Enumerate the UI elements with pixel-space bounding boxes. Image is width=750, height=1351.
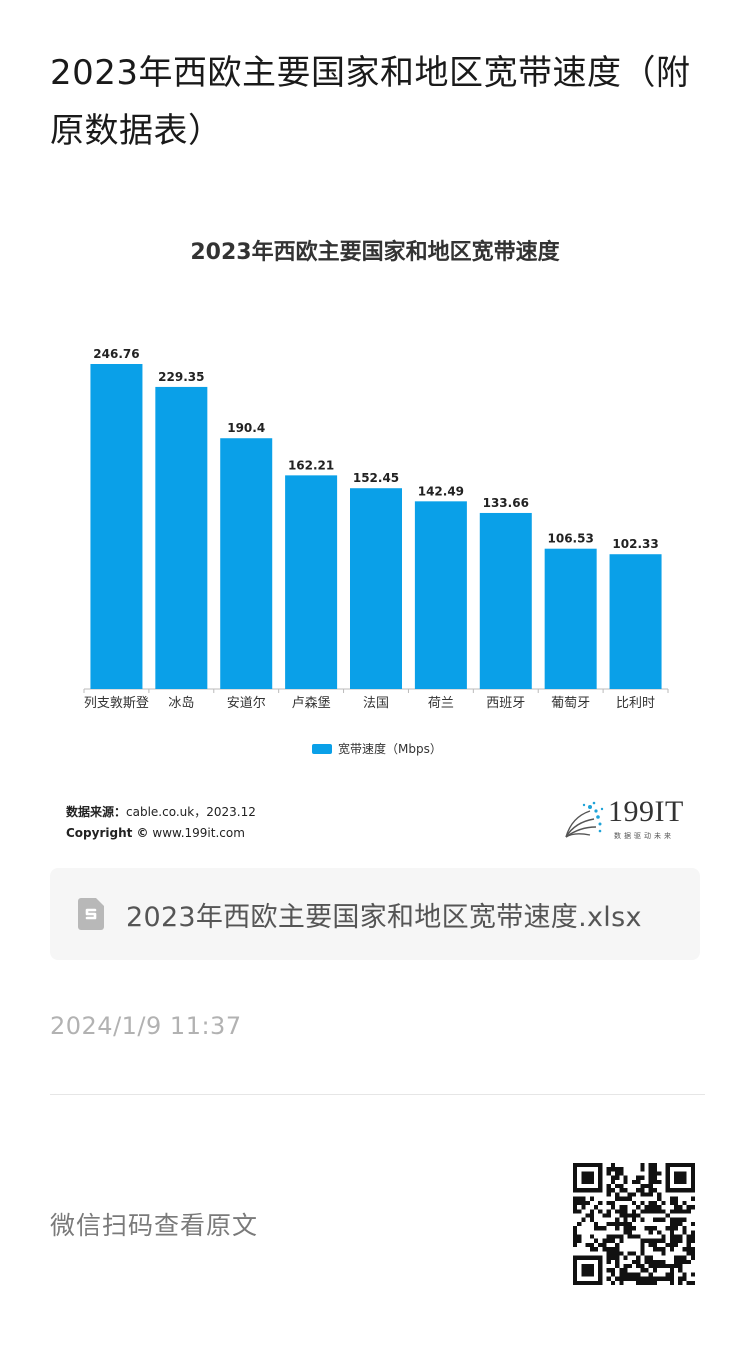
chart-title: 2023年西欧主要国家和地区宽带速度 (190, 240, 560, 265)
data-label: 229.35 (158, 370, 204, 384)
article-title: 2023年西欧主要国家和地区宽带速度（附原数据表） (50, 53, 691, 151)
x-tick-label: 冰岛 (168, 695, 194, 711)
logo-tagline: 数据驱动未来 (614, 832, 674, 840)
x-tick-label: 比利时 (616, 696, 655, 711)
bar-2 (155, 386, 208, 689)
source-value: cable.co.uk，2023.12 (126, 805, 256, 819)
data-label: 102.33 (612, 537, 658, 551)
bar-4 (285, 475, 338, 689)
qr-code-icon[interactable] (573, 1163, 695, 1285)
data-label: 246.76 (93, 347, 139, 361)
source-label: 数据来源： (66, 805, 127, 819)
data-label: 190.4 (227, 421, 265, 435)
x-tick-label: 列支敦斯登 (84, 695, 149, 711)
bar-5 (350, 488, 402, 689)
bar-6 (414, 501, 467, 689)
wechat-scan-hint: 微信扫码查看原文 (50, 1211, 259, 1240)
bar-8 (544, 548, 597, 689)
bar-9 (609, 554, 662, 689)
x-tick-label: 法国 (363, 696, 389, 711)
x-tick-label: 荷兰 (428, 696, 454, 711)
data-label: 152.45 (353, 471, 399, 485)
attachment-file-name: 2023年西欧主要国家和地区宽带速度.xlsx (126, 901, 642, 933)
bar-7 (479, 512, 532, 689)
copyright-label: Copyright © (66, 826, 149, 840)
logo-text: 199IT (608, 795, 684, 828)
spreadsheet-file-icon (78, 898, 104, 930)
x-tick-label: 葡萄牙 (551, 696, 590, 711)
data-label: 133.66 (483, 496, 529, 510)
bar-3 (220, 438, 273, 689)
bar-1 (90, 364, 143, 689)
data-label: 106.53 (548, 532, 594, 546)
chart-image: 2023年西欧主要国家和地区宽带速度 246.76 列支敦斯登 229.35 冰岛 19… (40, 210, 710, 850)
legend-label: 宽带速度（Mbps） (338, 742, 442, 756)
attachment-file-card[interactable]: 2023年西欧主要国家和地区宽带速度.xlsx (50, 868, 700, 960)
chart-legend: 宽带速度（Mbps） (312, 740, 442, 757)
199it-logo: 199IT 数据驱动未来 (560, 795, 700, 845)
chart-source: 数据来源：cable.co.uk，2023.12 Copyright © www… (66, 802, 256, 844)
data-label: 142.49 (418, 484, 464, 498)
copyright-value: www.199it.com (152, 826, 245, 840)
x-tick-label: 卢森堡 (292, 695, 331, 711)
publish-timestamp: 2024/1/9 11:37 (50, 1012, 242, 1040)
data-label: 162.21 (288, 458, 334, 472)
legend-swatch (312, 743, 332, 754)
bar-chart: 246.76 列支敦斯登 229.35 冰岛 190.4 安道尔 162.21 卢森堡 152.… (83, 347, 669, 711)
x-tick-label: 安道尔 (227, 696, 266, 711)
divider (50, 1094, 705, 1095)
x-tick-label: 西班牙 (486, 696, 525, 711)
logo-icon (565, 801, 604, 838)
